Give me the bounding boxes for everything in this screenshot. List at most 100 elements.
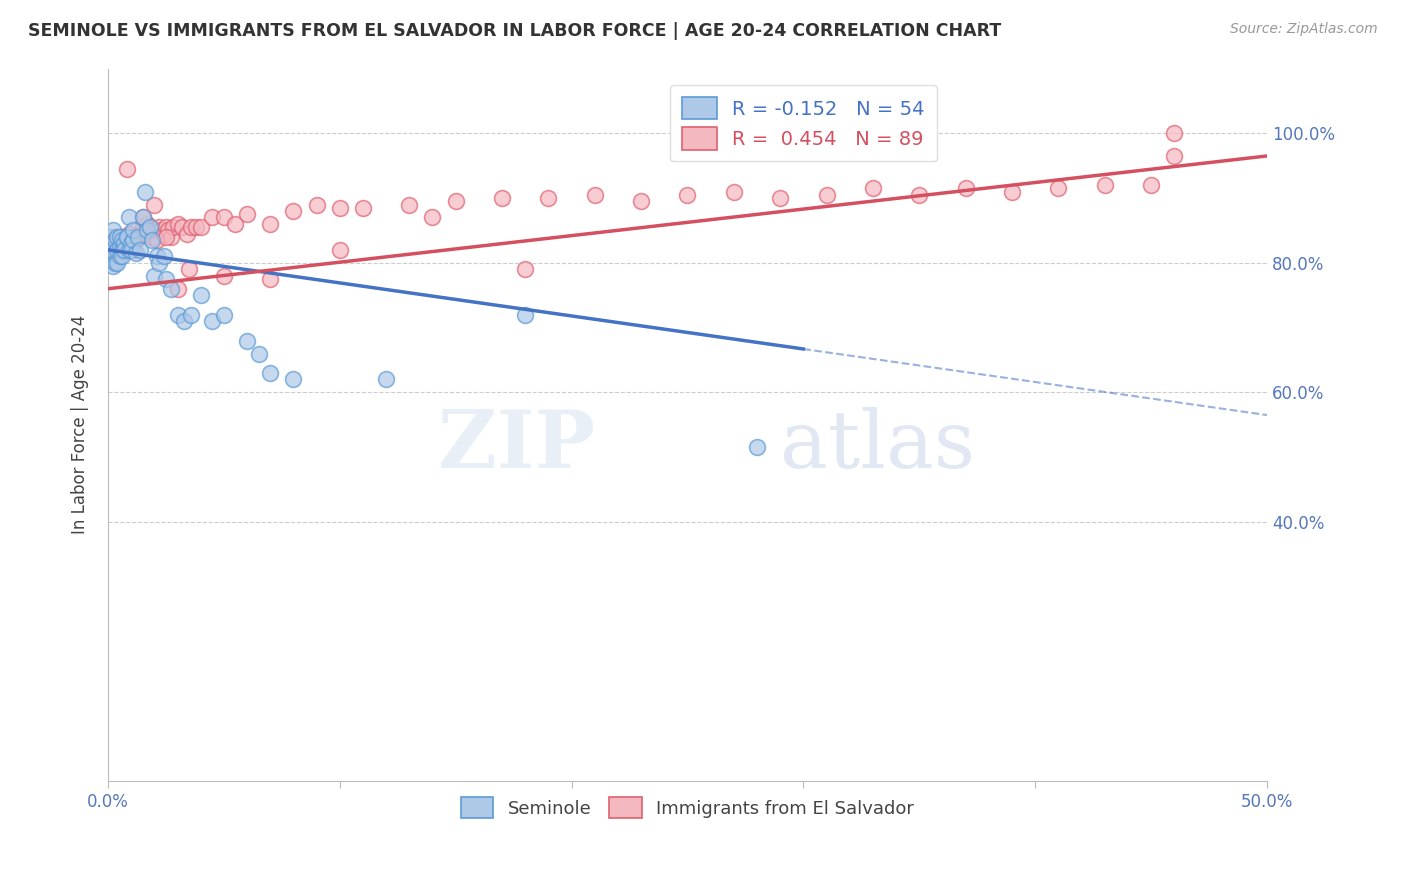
Point — [491, 191, 513, 205]
Point — [908, 187, 931, 202]
Point — [145, 233, 167, 247]
Point — [184, 220, 207, 235]
Point — [98, 236, 121, 251]
Point — [104, 233, 127, 247]
Point — [236, 207, 259, 221]
Point — [111, 249, 134, 263]
Point — [1140, 178, 1163, 193]
Point — [769, 191, 792, 205]
Point — [118, 240, 141, 254]
Point — [108, 240, 131, 254]
Text: atlas: atlas — [780, 407, 976, 485]
Point — [141, 230, 163, 244]
Point — [104, 246, 127, 260]
Point — [112, 243, 135, 257]
Point — [190, 220, 212, 235]
Point — [159, 230, 181, 244]
Point — [98, 230, 121, 244]
Point — [120, 243, 142, 257]
Point — [108, 230, 131, 244]
Point — [143, 223, 166, 237]
Point — [108, 249, 131, 263]
Point — [180, 308, 202, 322]
Point — [120, 230, 142, 244]
Text: Source: ZipAtlas.com: Source: ZipAtlas.com — [1230, 22, 1378, 37]
Point — [115, 161, 138, 176]
Point — [136, 217, 159, 231]
Point — [515, 308, 537, 322]
Point — [105, 230, 128, 244]
Point — [132, 211, 155, 225]
Legend: Seminole, Immigrants from El Salvador: Seminole, Immigrants from El Salvador — [454, 790, 921, 825]
Point — [141, 233, 163, 247]
Point — [305, 197, 328, 211]
Point — [112, 243, 135, 257]
Point — [101, 243, 124, 257]
Point — [212, 308, 235, 322]
Point — [259, 272, 281, 286]
Point — [125, 233, 148, 247]
Point — [201, 211, 224, 225]
Point — [115, 230, 138, 244]
Point — [101, 233, 124, 247]
Point — [166, 282, 188, 296]
Point — [172, 220, 194, 235]
Point — [352, 201, 374, 215]
Point — [723, 185, 745, 199]
Point — [125, 230, 148, 244]
Point — [138, 220, 160, 235]
Point — [190, 288, 212, 302]
Point — [129, 243, 152, 257]
Point — [283, 204, 305, 219]
Point — [259, 217, 281, 231]
Point — [329, 243, 352, 257]
Point — [955, 181, 977, 195]
Point — [630, 194, 652, 209]
Point — [101, 223, 124, 237]
Point — [132, 220, 155, 235]
Point — [283, 372, 305, 386]
Point — [375, 372, 398, 386]
Point — [422, 211, 444, 225]
Point — [236, 334, 259, 348]
Point — [111, 233, 134, 247]
Point — [537, 191, 560, 205]
Point — [148, 256, 170, 270]
Point — [112, 236, 135, 251]
Point — [138, 220, 160, 235]
Point — [155, 272, 177, 286]
Point — [176, 227, 198, 241]
Point — [179, 262, 201, 277]
Point — [398, 197, 420, 211]
Point — [166, 308, 188, 322]
Point — [224, 217, 246, 231]
Point — [111, 236, 134, 251]
Point — [173, 314, 195, 328]
Point — [101, 249, 124, 263]
Point — [212, 268, 235, 283]
Point — [122, 223, 145, 237]
Point — [104, 256, 127, 270]
Point — [115, 243, 138, 257]
Point — [127, 230, 149, 244]
Point — [115, 233, 138, 247]
Point — [127, 230, 149, 244]
Point — [98, 243, 121, 257]
Point — [134, 185, 156, 199]
Point — [583, 187, 606, 202]
Point — [862, 181, 884, 195]
Point — [118, 211, 141, 225]
Point — [112, 240, 135, 254]
Point — [329, 201, 352, 215]
Point — [676, 187, 699, 202]
Point — [145, 249, 167, 263]
Point — [98, 243, 121, 257]
Point — [157, 223, 180, 237]
Point — [105, 233, 128, 247]
Point — [104, 243, 127, 257]
Point — [111, 243, 134, 257]
Point — [105, 243, 128, 257]
Point — [515, 262, 537, 277]
Text: ZIP: ZIP — [437, 407, 595, 485]
Point — [152, 227, 174, 241]
